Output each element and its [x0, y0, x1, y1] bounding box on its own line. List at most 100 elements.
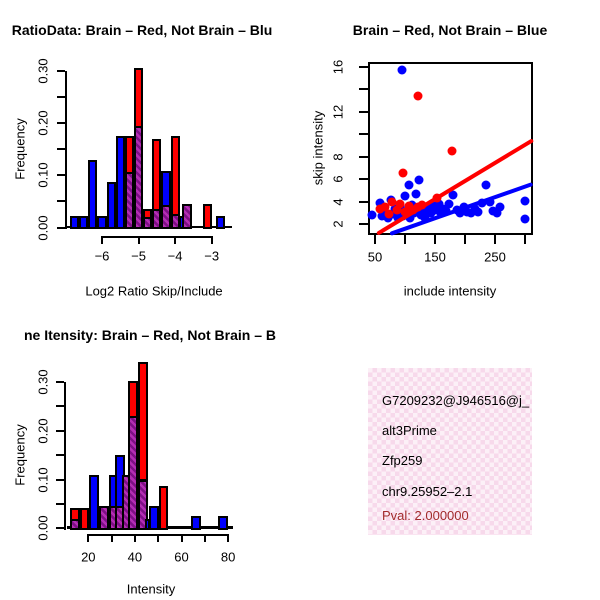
hist-ratio-x-axis-label: Log2 Ratio Skip/Include — [85, 283, 223, 299]
scatter-point-not-brain — [405, 213, 415, 223]
scatter-y-axis-label: skip intensity — [310, 110, 326, 186]
scatter-point-brain — [384, 209, 394, 219]
scatter-point-brain — [395, 199, 405, 208]
scatter-y-tick-label: 16 — [330, 59, 346, 74]
scatter-x-axis-tick — [524, 235, 526, 244]
scatter-y-axis-tick — [359, 200, 368, 203]
hist-ratio-x-tick-label: −5 — [131, 248, 146, 264]
scatter-plot-box — [368, 62, 533, 235]
scatter-point-not-brain — [367, 210, 377, 220]
hist-ratio-bar-segment-red — [143, 209, 153, 220]
hist-intensity-bar-segment-red — [128, 380, 138, 419]
scatter-point-not-brain — [448, 190, 458, 200]
scatter-y-tick-label: 12 — [330, 104, 346, 119]
hist-intensity-x-tick-label: 60 — [174, 549, 189, 565]
scatter-point-not-brain — [431, 205, 441, 215]
hist-intensity-y-tick-label: 0.00 — [35, 515, 51, 541]
scatter-point-not-brain — [375, 198, 385, 208]
scatter-x-axis-tick — [494, 235, 496, 244]
hist-ratio-y-axis-tick — [57, 148, 65, 151]
scatter-x-tick-label: 50 — [367, 249, 383, 265]
info-chromosome-location: chr9.25952–2.1 — [382, 484, 473, 499]
hist-intensity-y-axis-line — [64, 381, 66, 531]
scatter-point-not-brain — [414, 175, 424, 185]
hist-ratio-y-axis-tick — [57, 226, 65, 229]
scatter-y-tick-label: 8 — [330, 153, 346, 161]
hist-intensity-x-axis-tick — [157, 533, 160, 542]
hist-intensity-y-axis-tick — [56, 429, 64, 432]
hist-ratio-bar-segment-red — [133, 68, 144, 128]
hist-ratio-y-axis-line — [65, 70, 67, 230]
hist-ratio-x-axis-tick — [101, 235, 103, 244]
hist-ratio-x-tick-label: −3 — [204, 248, 220, 264]
hist-intensity-bar-segment-red — [158, 486, 169, 531]
hist-ratio-bar-segment-blue — [79, 216, 89, 230]
scatter-point-brain — [375, 204, 385, 214]
hist-ratio-x-axis-line — [102, 235, 212, 238]
hist-intensity-x-axis-tick — [203, 533, 206, 542]
scatter-point-not-brain — [400, 191, 410, 201]
hist-ratio-bar-segment-blue — [106, 182, 116, 230]
hist-intensity-title: ne Itensity: Brain – Red, Not Brain – B — [23, 327, 277, 343]
hist-intensity-bar-segment-purple — [128, 416, 138, 531]
hist-intensity-y-axis-tick — [56, 478, 64, 481]
hist-ratio-bar-segment-blue — [216, 216, 226, 230]
hist-intensity-bar-segment-red — [69, 507, 80, 521]
scatter-point-not-brain — [455, 208, 465, 218]
hist-ratio-bar-segment-blue — [70, 216, 80, 230]
gene-info-box: G7209232@J946516@j_ alt3Prime Zfp259 chr… — [368, 368, 532, 535]
scatter-y-tick-label: 6 — [330, 175, 346, 183]
scatter-point-brain — [392, 205, 402, 215]
info-splice-type: alt3Prime — [382, 423, 437, 438]
hist-intensity-x-axis-tick — [133, 533, 136, 542]
hist-ratio-x-axis-tick — [210, 235, 213, 244]
hist-intensity-x-axis-tick — [180, 533, 183, 542]
scatter-point-not-brain — [420, 213, 430, 223]
hist-intensity-y-axis-tick — [56, 527, 64, 530]
scatter-y-axis-tick — [359, 223, 368, 226]
scatter-point-not-brain — [404, 180, 414, 190]
hist-ratio-y-axis-tick — [57, 122, 65, 125]
scatter-point-not-brain — [495, 202, 505, 212]
hist-ratio-bar-segment-blue — [115, 136, 125, 230]
hist-ratio-bar-segment-red — [124, 136, 134, 174]
scatter-y-tick-label: 4 — [330, 198, 346, 206]
hist-ratio-bar-segment-purple — [133, 125, 144, 230]
scatter-point-not-brain — [466, 208, 476, 218]
hist-intensity-x-tick-label: 80 — [220, 549, 236, 565]
hist-ratio-title: RatioData: Brain – Red, Not Brain – Blu — [11, 22, 273, 38]
hist-ratio-y-axis-tick — [57, 174, 65, 177]
hist-ratio-bar-segment-purple — [182, 204, 192, 230]
hist-ratio-y-axis-tick — [57, 69, 65, 72]
scatter-x-axis-tick — [434, 235, 436, 244]
scatter-point-not-brain — [473, 207, 483, 217]
scatter-point-not-brain — [444, 199, 454, 209]
hist-intensity-bar-segment-blue — [148, 505, 159, 531]
scatter-point-brain — [413, 91, 423, 101]
hist-ratio-y-axis-label: Frequency — [12, 118, 28, 180]
hist-ratio-y-tick-label: 0.20 — [35, 110, 51, 136]
scatter-x-axis-tick — [374, 235, 376, 244]
scatter-y-axis-tick — [359, 178, 368, 181]
scatter-y-axis-tick — [359, 155, 368, 158]
hist-ratio-bar-segment-purple — [161, 205, 171, 230]
scatter-y-axis-tick — [359, 65, 368, 68]
scatter-x-axis-tick — [404, 235, 406, 244]
hist-ratio-bar-segment-blue — [88, 159, 98, 230]
hist-intensity-bar-segment-red — [79, 507, 90, 531]
scatter-point-not-brain — [481, 180, 491, 190]
scatter-point-not-brain — [492, 208, 502, 218]
scatter-point-not-brain — [485, 197, 495, 207]
hist-intensity-x-tick-label: 40 — [127, 549, 143, 565]
hist-ratio-x-tick-label: −6 — [94, 248, 110, 264]
scatter-x-tick-label: 150 — [424, 249, 446, 265]
scatter-point-not-brain — [424, 202, 434, 212]
scatter-point-brain — [387, 197, 397, 207]
hist-ratio-y-tick-label: 0.30 — [35, 58, 51, 84]
hist-intensity-x-axis-tick — [87, 533, 90, 542]
hist-ratio-bar-segment-blue — [97, 216, 107, 230]
hist-intensity-x-axis-tick — [110, 533, 113, 542]
scatter-point-not-brain — [426, 208, 436, 218]
hist-ratio-y-axis-tick — [57, 200, 65, 203]
